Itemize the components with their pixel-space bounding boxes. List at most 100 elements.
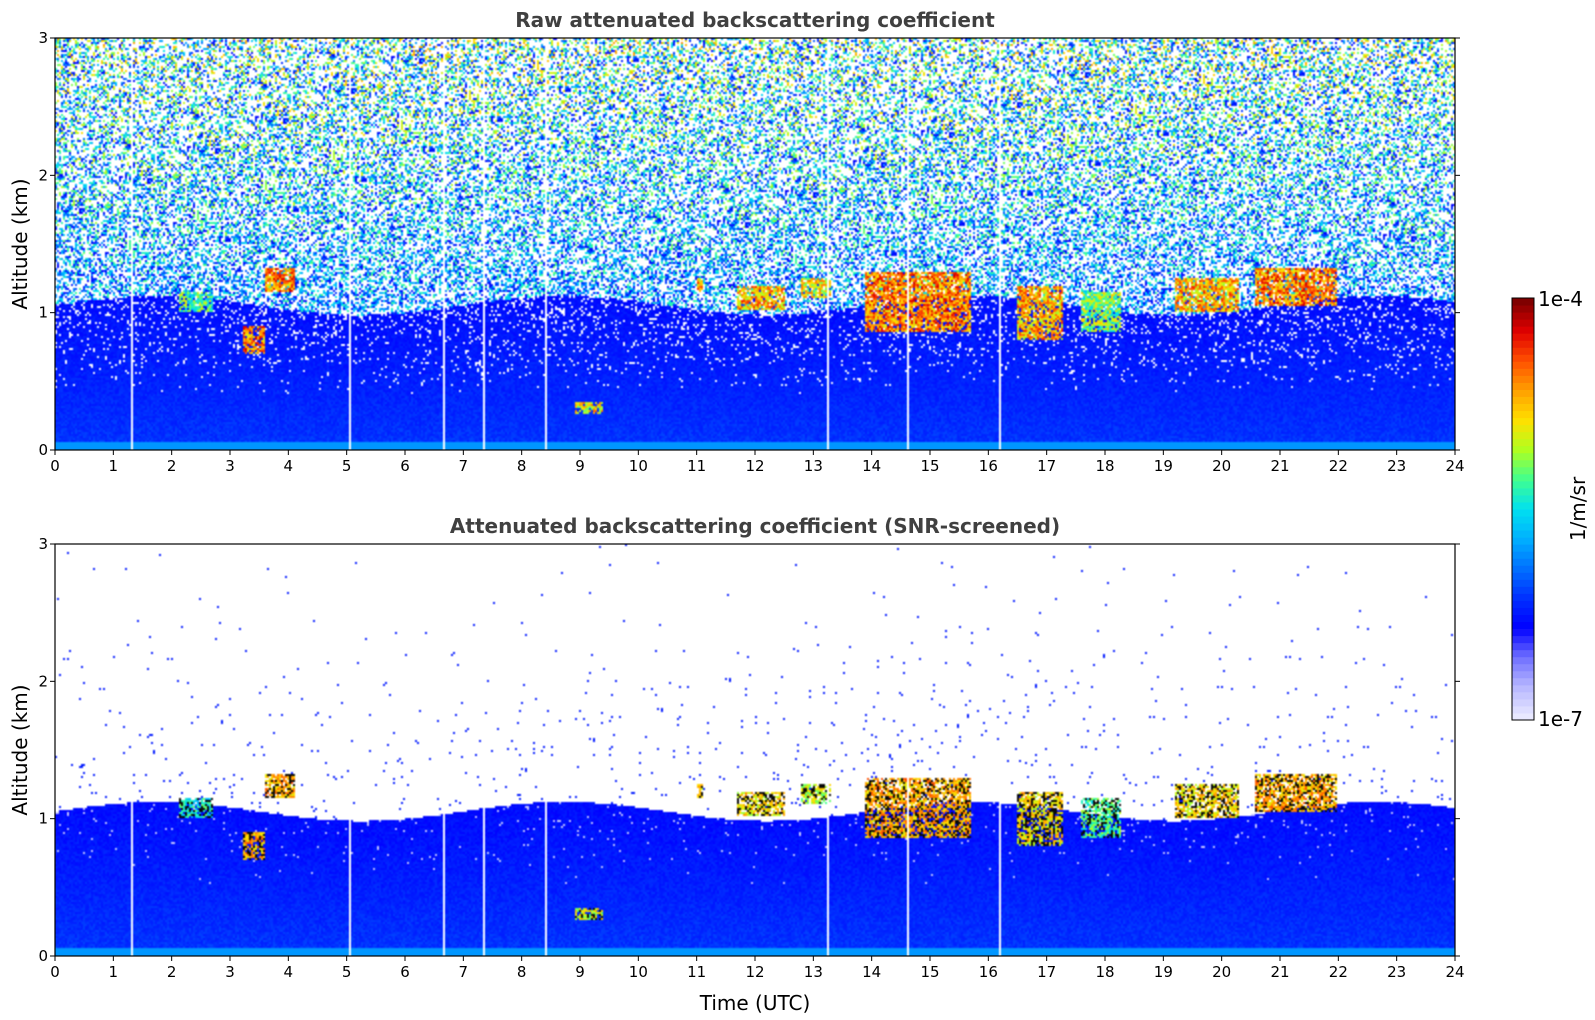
x-tick-label: 16: [979, 963, 998, 981]
x-tick-label: 9: [575, 963, 585, 981]
x-tick-label: 23: [1387, 963, 1406, 981]
colorbar-step: [1512, 375, 1534, 383]
colorbar-step: [1512, 593, 1534, 601]
colorbar-min-label: 1e-7: [1538, 707, 1583, 731]
colorbar-frame: [1511, 297, 1535, 721]
colorbar-step: [1512, 621, 1534, 630]
y-tick-label: 2: [38, 672, 48, 690]
colorbar-step: [1512, 663, 1534, 672]
colorbar-step: [1512, 572, 1534, 580]
x-tick-label: 7: [459, 963, 469, 981]
colorbar-step: [1512, 642, 1534, 651]
x-tick-label: 20: [1212, 963, 1231, 981]
raw-backscatter-panel: Raw attenuated backscattering coefficien…: [8, 8, 1465, 475]
colorbar-step: [1512, 473, 1534, 482]
x-tick-label: 4: [284, 963, 294, 981]
colorbar-step: [1512, 333, 1534, 341]
colorbar-step: [1512, 459, 1534, 468]
colorbar-step: [1512, 298, 1534, 306]
x-tick-label: 24: [1445, 457, 1464, 475]
x-tick-label: 9: [575, 457, 585, 475]
colorbar-step: [1512, 424, 1534, 433]
x-tick-label: 8: [517, 457, 527, 475]
backscatter-heatmap: [55, 544, 1455, 956]
colorbar-step: [1512, 551, 1534, 559]
x-tick-label: 4: [284, 457, 294, 475]
x-tick-label: 18: [1095, 963, 1114, 981]
colorbar-step: [1512, 691, 1534, 700]
y-tick-label: 0: [38, 947, 48, 965]
x-tick-label: 2: [167, 457, 177, 475]
colorbar-step: [1512, 558, 1534, 566]
colorbar-step: [1512, 452, 1534, 461]
colorbar-step: [1512, 635, 1534, 644]
colorbar-step: [1512, 487, 1534, 496]
colorbar-step: [1512, 516, 1534, 524]
x-tick-label: 2: [167, 963, 177, 981]
x-tick-label: 21: [1270, 963, 1289, 981]
x-tick-label: 13: [804, 963, 823, 981]
colorbar-step: [1512, 698, 1534, 707]
colorbar-step: [1512, 509, 1534, 517]
colorbar-step: [1512, 340, 1534, 348]
colorbar-step: [1512, 705, 1534, 714]
x-tick-label: 13: [804, 457, 823, 475]
colorbar-step: [1512, 417, 1534, 426]
colorbar-step: [1512, 368, 1534, 376]
x-tick-label: 20: [1212, 457, 1231, 475]
x-tick-label: 11: [687, 457, 706, 475]
y-tick-label: 0: [38, 441, 48, 459]
colorbar-step: [1512, 649, 1534, 658]
x-tick-label: 14: [862, 963, 881, 981]
colorbar-step: [1512, 494, 1534, 503]
y-tick-label: 1: [38, 304, 48, 322]
x-tick-label: 12: [745, 457, 764, 475]
x-tick-label: 6: [400, 457, 410, 475]
y-tick-label: 1: [38, 810, 48, 828]
colorbar-step: [1512, 361, 1534, 369]
colorbar-step: [1512, 607, 1534, 615]
x-tick-label: 10: [629, 457, 648, 475]
colorbar-step: [1512, 445, 1534, 454]
x-tick-label: 5: [342, 457, 352, 475]
colorbar-step: [1512, 530, 1534, 538]
colorbar-step: [1512, 312, 1534, 320]
colorbar-step: [1512, 565, 1534, 573]
y-tick-label: 3: [38, 29, 48, 47]
y-tick-label: 3: [38, 535, 48, 553]
x-tick-label: 14: [862, 457, 881, 475]
x-tick-label: 5: [342, 963, 352, 981]
colorbar-step: [1512, 677, 1534, 686]
panel-title: Raw attenuated backscattering coefficien…: [515, 8, 995, 32]
y-ticks: 0 1 2 3: [38, 535, 1460, 965]
x-tick-label: 6: [400, 963, 410, 981]
colorbar-step: [1512, 466, 1534, 475]
x-axis-label: Time (UTC): [699, 991, 811, 1015]
x-ticks: 0 1 2 3 4 5 6 7 8 9 10 11 12 13 14 15 16 17 18 19 20 21 22 23 24: [50, 956, 1465, 981]
x-tick-label: 17: [1037, 963, 1056, 981]
x-tick-label: 15: [920, 457, 939, 475]
x-tick-label: 18: [1095, 457, 1114, 475]
colorbar-step: [1512, 305, 1534, 313]
colorbar-step: [1512, 684, 1534, 693]
x-tick-label: 1: [109, 457, 119, 475]
colorbar-step: [1512, 670, 1534, 679]
colorbar-step: [1512, 431, 1534, 440]
colorbar-step: [1512, 382, 1534, 390]
x-tick-label: 19: [1154, 457, 1173, 475]
x-tick-label: 3: [225, 963, 235, 981]
colorbar-step: [1512, 403, 1534, 412]
colorbar-step: [1512, 347, 1534, 355]
colorbar-step: [1512, 712, 1534, 721]
x-tick-label: 8: [517, 963, 527, 981]
x-tick-label: 23: [1387, 457, 1406, 475]
colorbar-step: [1512, 326, 1534, 334]
colorbar-step: [1512, 600, 1534, 608]
colorbar-step: [1512, 389, 1534, 397]
x-tick-label: 16: [979, 457, 998, 475]
x-tick-label: 19: [1154, 963, 1173, 981]
y-ticks: 0 1 2 3: [38, 29, 1460, 459]
colorbar: 1e-4 1e-7 1/m/sr: [1511, 287, 1590, 731]
x-tick-label: 17: [1037, 457, 1056, 475]
